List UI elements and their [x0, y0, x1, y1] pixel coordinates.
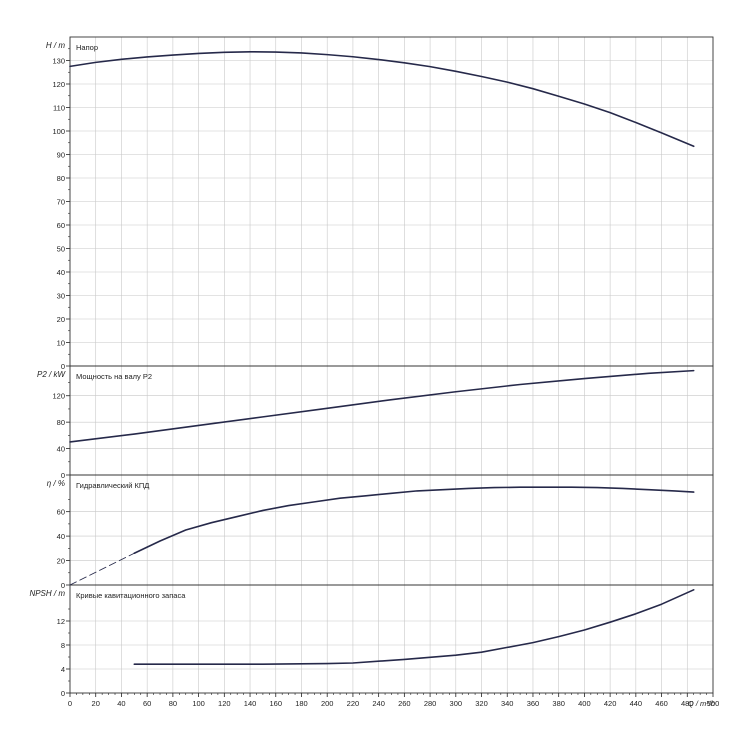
curve-head-0 [69, 51, 695, 148]
x-tick-label: 0 [68, 699, 72, 708]
panel-frame-efficiency [69, 474, 714, 586]
panel-title-efficiency: Гидравлический КПД [76, 481, 149, 490]
x-tick-label: 480 [681, 699, 694, 708]
y-tick-label: 20 [57, 557, 65, 566]
y-tick-label: 8 [61, 641, 65, 650]
curve-power-0 [69, 369, 695, 443]
y-axis-label-power: P2 / kW [37, 370, 66, 379]
x-tick-label: 280 [424, 699, 437, 708]
y-tick-label: 70 [57, 198, 65, 207]
x-tick-label: 460 [655, 699, 668, 708]
x-tick-label: 320 [475, 699, 488, 708]
curve-npsh-0 [133, 589, 695, 665]
y-tick-label: 40 [57, 445, 65, 454]
x-tick-label: 140 [244, 699, 257, 708]
y-tick-label: 100 [52, 127, 65, 136]
curve-efficiency-1 [69, 552, 135, 586]
x-tick-label: 120 [218, 699, 231, 708]
y-axis-label-npsh: NPSH / m [29, 589, 65, 598]
grid-layer [69, 37, 714, 694]
x-tick-label: 420 [604, 699, 617, 708]
x-tick-label: 500 [707, 699, 720, 708]
panel-title-power: Мощность на валу P2 [76, 372, 152, 381]
y-tick-label: 120 [52, 80, 65, 89]
x-tick-label: 20 [92, 699, 100, 708]
x-tick-label: 260 [398, 699, 411, 708]
y-tick-label: 60 [57, 221, 65, 230]
y-axis-label-efficiency: η / % [47, 479, 65, 488]
y-tick-label: 110 [53, 104, 65, 113]
curves-layer [69, 51, 695, 665]
panel-title-head: Напор [76, 43, 98, 52]
x-tick-label: 340 [501, 699, 514, 708]
x-tick-label: 80 [169, 699, 177, 708]
y-tick-label: 80 [57, 418, 65, 427]
panel-frame-power [69, 365, 714, 476]
y-tick-label: 10 [57, 339, 65, 348]
curve-efficiency-0 [133, 486, 695, 555]
x-tick-label: 380 [552, 699, 565, 708]
y-tick-label: 60 [57, 508, 65, 517]
y-tick-label: 0 [61, 581, 65, 590]
x-axis-label: Q / m³/h [688, 699, 715, 708]
y-tick-label: 20 [57, 315, 65, 324]
x-tick-label: 180 [295, 699, 308, 708]
y-tick-label: 130 [52, 57, 65, 66]
y-tick-label: 4 [61, 665, 65, 674]
x-tick-label: 100 [192, 699, 205, 708]
y-tick-label: 0 [61, 471, 65, 480]
y-tick-label: 0 [61, 689, 65, 698]
x-tick-label: 240 [372, 699, 385, 708]
x-tick-label: 220 [347, 699, 360, 708]
y-tick-label: 40 [57, 532, 65, 541]
y-tick-label: 30 [57, 292, 65, 301]
y-tick-label: 80 [57, 174, 65, 183]
x-tick-label: 200 [321, 699, 334, 708]
x-tick-label: 300 [450, 699, 463, 708]
panel-title-npsh: Кривые кавитационного запаса [76, 591, 186, 600]
y-axis-label-head: H / m [46, 41, 65, 50]
x-tick-label: 40 [117, 699, 125, 708]
y-tick-label: 0 [61, 362, 65, 371]
y-tick-label: 40 [57, 268, 65, 277]
x-tick-label: 360 [527, 699, 540, 708]
x-tick-label: 60 [143, 699, 151, 708]
y-tick-label: 12 [57, 617, 65, 626]
x-tick-label: 160 [270, 699, 283, 708]
panel-frame-npsh [69, 584, 714, 694]
frame-layer [66, 36, 714, 697]
y-tick-label: 90 [57, 151, 65, 160]
y-tick-label: 50 [57, 245, 65, 254]
y-tick-label: 120 [52, 392, 65, 401]
x-tick-label: 400 [578, 699, 591, 708]
x-tick-label: 440 [630, 699, 643, 708]
